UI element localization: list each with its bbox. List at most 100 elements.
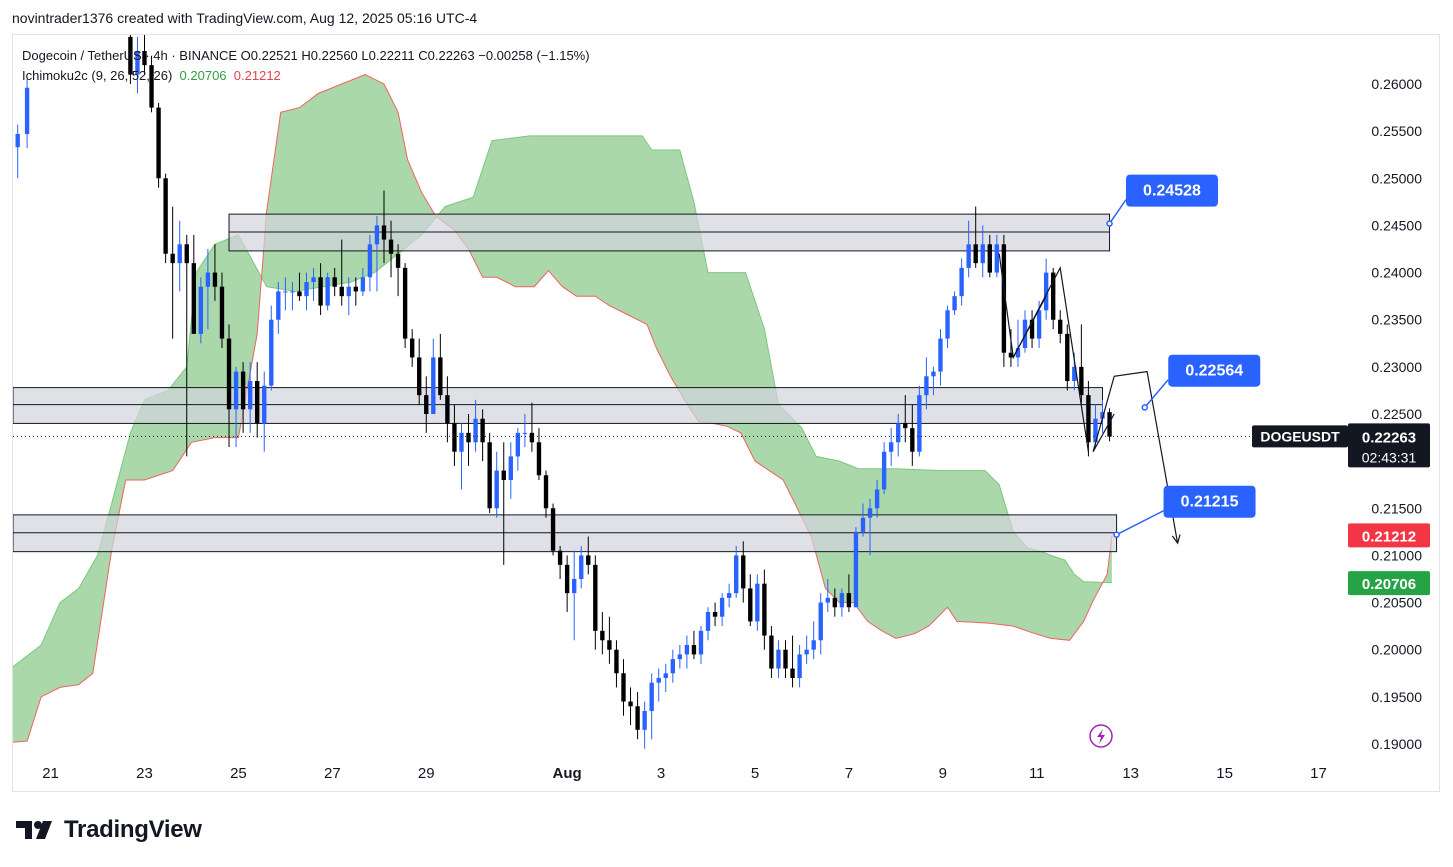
candle[interactable] xyxy=(501,470,506,480)
candle[interactable] xyxy=(621,673,626,702)
candle[interactable] xyxy=(938,338,943,372)
symbol-tag[interactable] xyxy=(1252,425,1348,448)
candle[interactable] xyxy=(438,357,443,396)
candle[interactable] xyxy=(240,371,246,410)
candle[interactable] xyxy=(994,244,1000,273)
candle[interactable] xyxy=(593,564,598,631)
candle[interactable] xyxy=(142,51,147,66)
candle[interactable] xyxy=(360,277,366,292)
candle[interactable] xyxy=(952,296,957,311)
candle[interactable] xyxy=(832,597,838,608)
candle[interactable] xyxy=(607,640,612,650)
candle[interactable] xyxy=(677,654,683,660)
candle[interactable] xyxy=(367,244,373,278)
candle[interactable] xyxy=(184,244,189,264)
candle[interactable] xyxy=(1029,319,1035,339)
candle[interactable] xyxy=(388,239,394,254)
candle[interactable] xyxy=(663,673,668,678)
candle[interactable] xyxy=(853,531,859,608)
candle[interactable] xyxy=(1086,395,1091,443)
candle[interactable] xyxy=(945,310,950,339)
candle[interactable] xyxy=(297,291,302,297)
candle[interactable] xyxy=(670,659,675,674)
candle[interactable] xyxy=(1093,418,1098,443)
candle[interactable] xyxy=(135,51,140,75)
candle[interactable] xyxy=(212,272,218,287)
candle[interactable] xyxy=(163,178,168,254)
candle[interactable] xyxy=(543,475,549,509)
candle[interactable] xyxy=(339,286,344,297)
candle[interactable] xyxy=(874,489,880,509)
candle[interactable] xyxy=(656,677,661,683)
candle[interactable] xyxy=(529,432,535,443)
candle[interactable] xyxy=(966,244,971,268)
candle[interactable] xyxy=(628,701,633,707)
candle[interactable] xyxy=(311,277,316,283)
candle[interactable] xyxy=(987,244,992,273)
projection-line[interactable] xyxy=(1012,295,1047,358)
callout-box[interactable] xyxy=(1168,354,1261,387)
candle[interactable] xyxy=(550,508,556,551)
candle[interactable] xyxy=(431,357,436,414)
candle[interactable] xyxy=(635,706,640,730)
candle[interactable] xyxy=(1051,272,1056,320)
callout-box[interactable] xyxy=(1125,174,1218,207)
candle[interactable] xyxy=(459,432,464,452)
candle[interactable] xyxy=(424,395,429,414)
candle[interactable] xyxy=(1079,366,1084,396)
candle[interactable] xyxy=(508,456,513,480)
candle[interactable] xyxy=(522,432,528,434)
candle[interactable] xyxy=(177,244,182,264)
candle[interactable] xyxy=(684,644,690,655)
zone-middle[interactable] xyxy=(13,387,1103,424)
candle[interactable] xyxy=(226,338,232,410)
candle[interactable] xyxy=(283,291,288,293)
candle[interactable] xyxy=(402,267,408,339)
candle[interactable] xyxy=(698,630,704,655)
callout-anchor[interactable] xyxy=(1106,220,1113,227)
candle[interactable] xyxy=(776,649,781,669)
candle[interactable] xyxy=(705,611,711,631)
current-price-tag[interactable] xyxy=(1348,423,1430,468)
candle[interactable] xyxy=(466,432,471,443)
candle[interactable] xyxy=(269,319,274,386)
candle[interactable] xyxy=(205,272,211,287)
candle[interactable] xyxy=(219,286,225,339)
callout-anchor[interactable] xyxy=(1113,531,1120,538)
candle[interactable] xyxy=(804,649,809,655)
candle[interactable] xyxy=(839,593,845,608)
candle[interactable] xyxy=(1008,352,1014,358)
tradingview-logo[interactable]: TradingView xyxy=(16,816,202,844)
candle[interactable] xyxy=(494,470,499,509)
candle[interactable] xyxy=(480,418,485,443)
candle[interactable] xyxy=(1058,319,1063,334)
candle[interactable] xyxy=(325,277,330,306)
candle[interactable] xyxy=(1036,310,1042,339)
candle[interactable] xyxy=(473,418,478,443)
candle[interactable] xyxy=(860,517,866,532)
candle[interactable] xyxy=(741,555,746,589)
candle[interactable] xyxy=(825,597,830,603)
candle[interactable] xyxy=(304,282,309,297)
senkou-b-price-tag[interactable] xyxy=(1348,523,1430,548)
candle[interactable] xyxy=(149,65,154,108)
candle[interactable] xyxy=(156,107,161,179)
candle[interactable] xyxy=(191,263,196,334)
candle[interactable] xyxy=(24,87,30,134)
candle[interactable] xyxy=(903,423,908,429)
candle[interactable] xyxy=(748,588,753,622)
candle[interactable] xyxy=(353,286,358,292)
projection-line[interactable] xyxy=(1092,413,1115,452)
callout-box[interactable] xyxy=(1163,485,1256,518)
candle[interactable] xyxy=(783,649,788,669)
candle[interactable] xyxy=(318,277,323,306)
candle[interactable] xyxy=(445,395,450,424)
candle[interactable] xyxy=(649,682,654,711)
candle[interactable] xyxy=(276,291,281,320)
candle[interactable] xyxy=(1072,366,1077,382)
candle[interactable] xyxy=(374,225,380,245)
candle[interactable] xyxy=(417,357,422,396)
candle[interactable] xyxy=(881,451,887,490)
candle[interactable] xyxy=(691,644,697,655)
